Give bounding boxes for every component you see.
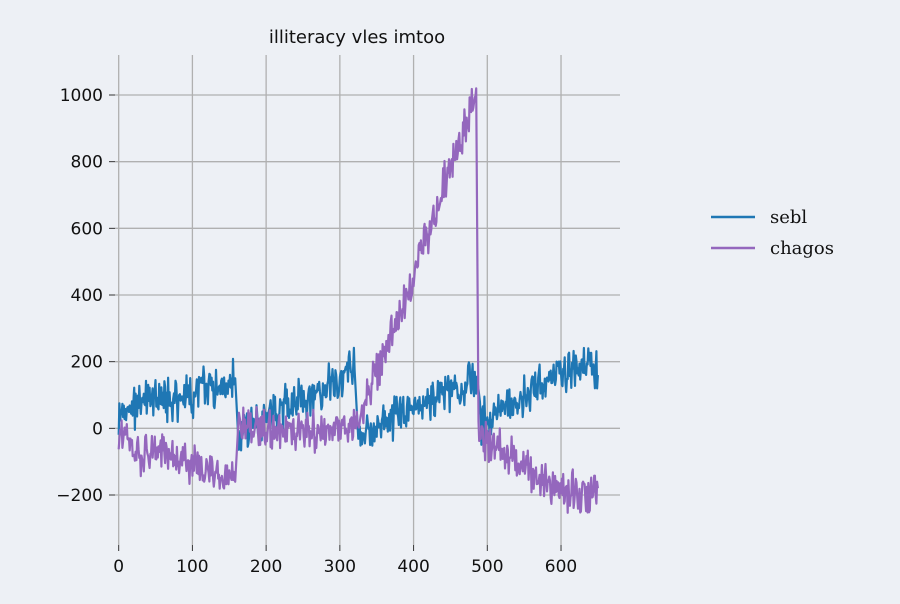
grid	[115, 55, 620, 545]
series-lines	[117, 87, 599, 514]
x-tick-label: 200	[250, 557, 282, 577]
y-tick-label: 0	[92, 419, 103, 439]
chart-title: illiteracy vles imtoo	[269, 27, 445, 48]
x-tick-label: 400	[397, 557, 429, 577]
y-tick-label: 400	[71, 286, 103, 306]
x-tick-label: 300	[324, 557, 356, 577]
series-line-sebl	[117, 346, 599, 452]
x-tick-label: 0	[113, 557, 124, 577]
x-tick-label: 500	[471, 557, 503, 577]
x-tick-label: 600	[545, 557, 577, 577]
y-tick-label: 200	[71, 353, 103, 373]
y-tick-label: 800	[71, 153, 103, 173]
series-line-chagos	[117, 87, 599, 514]
legend-label-sebl: sebl	[770, 207, 807, 228]
axes: 0 100 200 300 400 500 600 −200 0 200 400 600 800 1000	[56, 86, 577, 577]
y-tick-label: 1000	[60, 86, 103, 106]
y-tick-label: −200	[56, 486, 103, 506]
y-tick-label: 600	[71, 219, 103, 239]
x-tick-label: 100	[176, 557, 208, 577]
legend-label-chagos: chagos	[770, 238, 834, 259]
legend: sebl chagos	[711, 207, 834, 259]
